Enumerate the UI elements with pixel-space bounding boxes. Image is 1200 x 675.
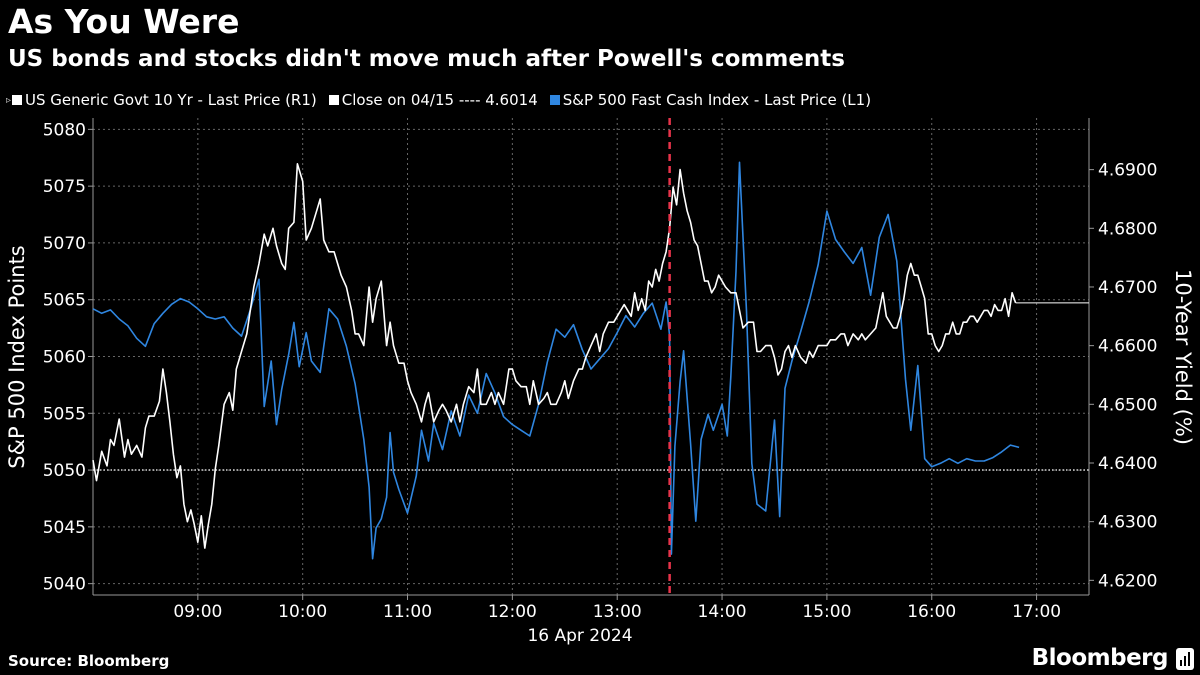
legend-swatch-close	[328, 95, 339, 105]
x-tick-label: 11:00	[383, 602, 432, 622]
x-tick-label: 16:00	[907, 602, 956, 622]
y-left-tick-label: 5045	[43, 518, 86, 538]
y-left-tick-label: 5080	[43, 120, 86, 140]
x-tick-label: 09:00	[173, 602, 222, 622]
x-axis-date-label: 16 Apr 2024	[527, 626, 632, 646]
legend-label-yield: US Generic Govt 10 Yr - Last Price (R1)	[25, 91, 317, 109]
x-tick-label: 15:00	[802, 602, 851, 622]
y-left-tick-label: 5060	[43, 348, 86, 368]
legend-item-spx: S&P 500 Fast Cash Index - Last Price (L1…	[549, 91, 872, 109]
legend-label-spx: S&P 500 Fast Cash Index - Last Price (L1…	[562, 91, 872, 109]
legend-item-yield: ▹ US Generic Govt 10 Yr - Last Price (R1…	[6, 91, 317, 109]
series-lines	[92, 118, 1089, 595]
y-right-tick-label: 4.6600	[1098, 337, 1157, 357]
legend-swatch-spx	[549, 95, 560, 105]
legend-label-close: Close on 04/15 ---- 4.6014	[341, 91, 538, 109]
brand-wordmark: Bloomberg	[1031, 645, 1169, 671]
y-axis-left-label: S&P 500 Index Points	[5, 245, 29, 468]
x-tick-label: 10:00	[278, 602, 327, 622]
y-right-tick-label: 4.6500	[1098, 395, 1157, 415]
y-left-tick-label: 5075	[43, 177, 86, 197]
grid	[93, 118, 1089, 595]
y-right-tick-label: 4.6800	[1098, 219, 1157, 239]
legend: ▹ US Generic Govt 10 Yr - Last Price (R1…	[6, 91, 883, 109]
x-tick-label: 12:00	[488, 602, 537, 622]
y-left-tick-label: 5070	[43, 234, 86, 254]
x-tick-label: 17:00	[1012, 602, 1061, 622]
y-right-tick-label: 4.6200	[1098, 571, 1157, 591]
chart-title: As You Were	[8, 2, 240, 41]
source-note: Source: Bloomberg	[8, 652, 170, 670]
y-left-tick-label: 5055	[43, 404, 86, 424]
y-right-tick-label: 4.6400	[1098, 454, 1157, 474]
axes: 5040 5045 5050 5055 5060 5065 5070 5075 5080 4.62…	[43, 118, 1157, 622]
legend-item-close: Close on 04/15 ---- 4.6014	[328, 91, 538, 109]
chart-subtitle: US bonds and stocks didn't move much aft…	[8, 46, 845, 72]
yield-series-line	[92, 163, 1017, 549]
y-right-tick-label: 4.6700	[1098, 278, 1157, 298]
y-axis-right-label: 10-Year Yield (%)	[1171, 269, 1195, 445]
bloomberg-logo-icon	[1176, 648, 1194, 670]
y-left-tick-label: 5040	[43, 575, 86, 595]
y-right-tick-label: 4.6900	[1098, 161, 1157, 181]
y-left-tick-label: 5065	[43, 291, 86, 311]
legend-pin-icon: ▹	[6, 94, 12, 106]
legend-swatch-yield	[12, 95, 23, 105]
spx-series-line	[92, 161, 1020, 560]
y-right-tick-label: 4.6300	[1098, 513, 1157, 533]
x-tick-label: 14:00	[698, 602, 747, 622]
y-left-tick-label: 5050	[43, 461, 86, 481]
x-tick-label: 13:00	[593, 602, 642, 622]
